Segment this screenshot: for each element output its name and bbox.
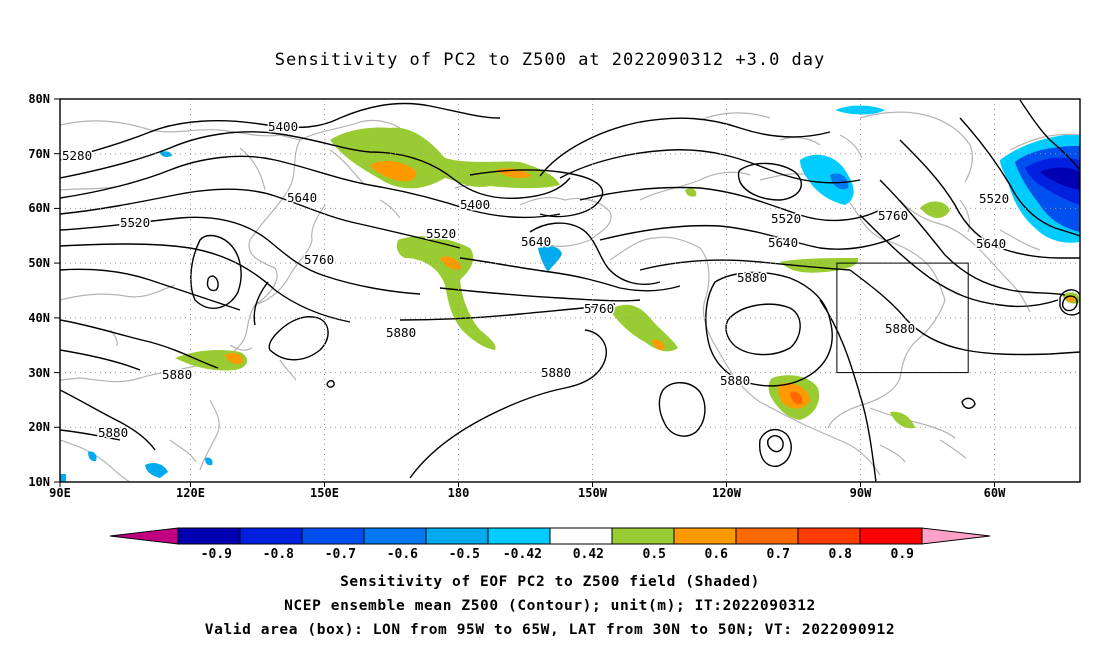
contour-label: 5880 — [541, 365, 571, 380]
colorbar-tick-label: 0.7 — [767, 547, 790, 562]
contour-label: 5760 — [584, 301, 614, 316]
colorbar-segment — [797, 527, 861, 545]
valid-area-box — [836, 262, 969, 374]
colorbar-segment — [611, 527, 675, 545]
sensitivity-shading — [60, 105, 1080, 482]
colorbar-segment — [735, 527, 799, 545]
contour-label: 5760 — [304, 252, 334, 267]
contour-label: 5880 — [162, 367, 192, 382]
colorbar-segment — [487, 527, 551, 545]
lat-label: 30N — [28, 366, 50, 380]
z500-contours — [60, 99, 1080, 482]
lon-label: 90W — [850, 486, 872, 500]
colorbar: -0.9 -0.8 -0.7 -0.6 -0.5 -0.42 0.42 0.5 0.6 0.7 0.… — [109, 527, 991, 562]
colorbar-tick-label: -0.5 — [449, 547, 480, 562]
lat-label: 40N — [28, 311, 50, 325]
contour-label: 5400 — [268, 119, 298, 134]
contour-label: 5520 — [979, 191, 1009, 206]
contour-label: 5640 — [768, 235, 798, 250]
colorbar-segment — [239, 527, 303, 545]
colorbar-segment — [177, 527, 241, 545]
contour-label: 5880 — [885, 321, 915, 336]
colorbar-tick-label: -0.42 — [503, 547, 542, 562]
lat-label: 10N — [28, 475, 50, 489]
colorbar-segment — [363, 527, 427, 545]
contour-label: 5640 — [976, 236, 1006, 251]
lon-label: 90E — [49, 486, 71, 500]
lon-label: 120E — [176, 486, 205, 500]
colorbar-high-extend — [921, 527, 991, 545]
colorbar-tick-label: -0.6 — [387, 547, 418, 562]
lat-label: 80N — [28, 92, 50, 106]
colorbar-tick-label: 0.42 — [573, 547, 604, 562]
lon-labels: 90E 120E 150E 180 150W 120W 90W 60W — [49, 486, 1006, 500]
lon-label: 150W — [578, 486, 608, 500]
colorbar-tick-label: -0.9 — [201, 547, 232, 562]
contour-label: 5880 — [737, 270, 767, 285]
colorbar-tick-label: 0.5 — [643, 547, 666, 562]
lon-label: 150E — [310, 486, 339, 500]
map-frame — [59, 98, 1081, 483]
colorbar-low-extend — [109, 527, 179, 545]
colorbar-segment — [859, 527, 923, 545]
colorbar-segment — [549, 527, 613, 545]
lon-label: 120W — [712, 486, 742, 500]
colorbar-tick-label: 0.8 — [829, 547, 853, 562]
contour-labels: 5400 5280 5520 5640 5760 5880 5400 5520 … — [61, 118, 1011, 442]
map-title: Sensitivity of PC2 to Z500 at 2022090312… — [274, 50, 826, 70]
colorbar-tick-label: -0.7 — [325, 547, 356, 562]
axis-ticks — [54, 98, 995, 487]
contour-label: 5880 — [720, 373, 750, 388]
lat-labels: 80N 70N 60N 50N 40N 30N 20N 10N — [28, 92, 50, 489]
lon-label: 180 — [448, 486, 470, 500]
colorbar-segment — [425, 527, 489, 545]
contour-label: 5880 — [386, 325, 416, 340]
contour-label: 5640 — [521, 234, 551, 249]
lon-label: 60W — [984, 486, 1006, 500]
colorbar-segment — [673, 527, 737, 545]
lat-label: 60N — [28, 201, 50, 215]
colorbar-tick-label: 0.6 — [705, 547, 729, 562]
lat-label: 50N — [28, 256, 50, 270]
contour-label: 5280 — [62, 148, 92, 163]
contour-label: 5520 — [120, 215, 150, 230]
colorbar-segment — [301, 527, 365, 545]
caption-line-2: NCEP ensemble mean Z500 (Contour); unit(… — [284, 598, 816, 614]
contour-label: 5760 — [878, 208, 908, 223]
contour-label: 5520 — [426, 226, 456, 241]
contour-label: 5880 — [98, 425, 128, 440]
caption-line-1: Sensitivity of EOF PC2 to Z500 field (Sh… — [340, 574, 760, 590]
colorbar-tick-label: -0.8 — [263, 547, 294, 562]
contour-label: 5520 — [771, 211, 801, 226]
lat-label: 20N — [28, 420, 50, 434]
contour-label: 5640 — [287, 190, 317, 205]
caption-line-3: Valid area (box): LON from 95W to 65W, L… — [204, 622, 896, 638]
colorbar-tick-label: 0.9 — [891, 547, 914, 562]
lat-label: 70N — [28, 147, 50, 161]
contour-label: 5400 — [460, 197, 490, 212]
